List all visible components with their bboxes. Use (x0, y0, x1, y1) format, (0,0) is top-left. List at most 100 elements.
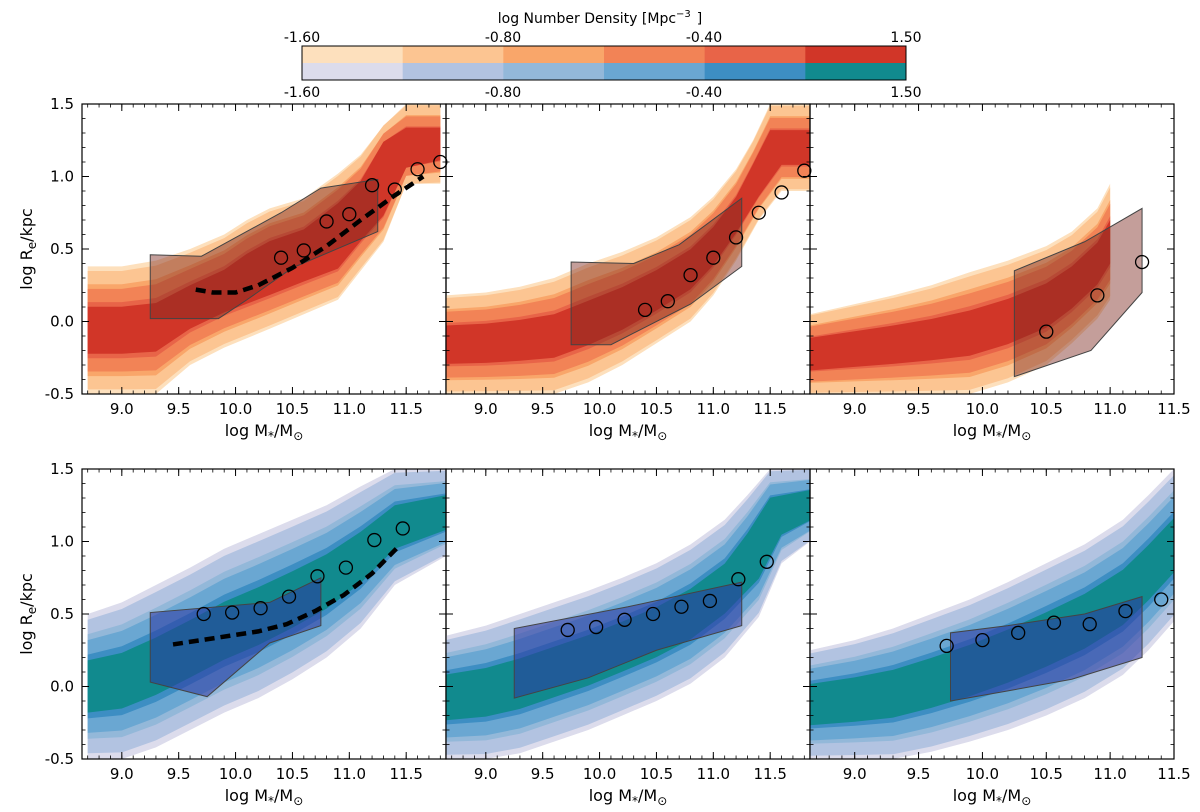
x-tick-label: 9.0 (474, 400, 498, 418)
x-axis-label: log M*/M⊙ (225, 786, 304, 808)
median-point (281, 589, 297, 604)
colorbar-segment (704, 46, 806, 63)
y-tick-label: -0.5 (45, 750, 74, 768)
median-point (395, 521, 410, 536)
x-tick-label: 9.5 (907, 765, 931, 783)
median-point (1039, 324, 1054, 339)
x-tick-label: 11.5 (389, 400, 422, 418)
density-contour-band (446, 117, 810, 378)
x-axis-label: log M*/M⊙ (589, 421, 668, 443)
colorbar-segment (402, 46, 504, 63)
colorbar-top-tick-3: -0.40 (686, 30, 722, 46)
colorbar: log Number Density [Mpc−3] -1.60 -0.80 -… (284, 9, 922, 101)
median-point (1046, 615, 1062, 630)
colorbar-segment (503, 46, 605, 63)
colorbar-segment (604, 63, 706, 80)
median-point (342, 207, 357, 222)
density-contour-band (810, 220, 1111, 371)
colorbar-segment (503, 63, 605, 80)
x-tick-label: 11.5 (1157, 400, 1190, 418)
x-axis-label: log M*/M⊙ (589, 786, 668, 808)
median-point (560, 622, 575, 638)
x-tick-label: 9.5 (907, 400, 931, 418)
x-tick-label: 11.5 (1157, 765, 1190, 783)
x-tick-label: 10.5 (1030, 765, 1063, 783)
x-tick-label: 9.5 (531, 400, 555, 418)
colorbar-title: log Number Density [Mpc−3] (498, 9, 703, 27)
selection-region (149, 576, 322, 698)
colorbar-segment (402, 63, 504, 80)
median-point (706, 250, 721, 265)
y-tick-label: 0.5 (50, 605, 74, 623)
x-tick-label: 9.5 (531, 765, 555, 783)
y-tick-label: 1.5 (50, 95, 74, 113)
median-point (296, 243, 311, 258)
x-tick-label: 11.0 (697, 765, 730, 783)
x-tick-label: 9.5 (167, 765, 191, 783)
x-tick-label: 9.0 (843, 765, 867, 783)
median-point (364, 178, 380, 193)
panel-bottom-middle: 9.0 9.5 10.0 10.5 11.0 11.5 log M*/M⊙ (445, 468, 811, 808)
median-point (1090, 288, 1105, 303)
median-point (731, 572, 746, 587)
selection-region (513, 581, 743, 699)
panel-plot-area (810, 469, 1174, 759)
x-tick-label: 9.0 (843, 400, 867, 418)
colorbar-bottom-tick-2: -0.80 (485, 85, 521, 101)
selection-region (949, 595, 1143, 702)
colorbar-top-tick-2: -0.80 (485, 30, 521, 46)
y-tick-label: 1.0 (50, 533, 74, 551)
panel-top-middle: 9.0 9.5 10.0 10.5 11.0 11.5 log M*/M⊙ (445, 103, 812, 443)
median-point (1134, 254, 1150, 270)
colorbar-segment (805, 63, 907, 80)
x-tick-label: 10.0 (966, 400, 999, 418)
selection-region (570, 197, 743, 346)
median-point (1154, 592, 1169, 607)
median-point (319, 214, 334, 229)
x-tick-label: 10.5 (276, 765, 309, 783)
median-point (589, 619, 604, 635)
y-tick-label: 1.5 (50, 460, 74, 478)
x-tick-label: 9.0 (474, 765, 498, 783)
x-tick-label: 10.5 (1030, 400, 1063, 418)
median-point (660, 294, 675, 309)
colorbar-segment (302, 63, 404, 80)
median-point (702, 593, 718, 609)
x-tick-label: 10.0 (583, 400, 616, 418)
median-point (645, 606, 661, 622)
median-point (759, 554, 774, 569)
colorbar-bottom-tick-4: 1.50 (890, 85, 921, 101)
colorbar-red-strip (302, 46, 907, 63)
density-contour-band (810, 517, 1174, 726)
x-tick-label: 11.0 (333, 765, 366, 783)
x-tick-label: 11.5 (389, 765, 422, 783)
selection-region (149, 178, 379, 320)
median-point (975, 632, 990, 648)
x-tick-label: 11.5 (753, 400, 786, 418)
panel-plot-area (446, 104, 810, 394)
median-point (1011, 625, 1026, 640)
median-point (253, 601, 268, 616)
y-axis-label: log Re/kpc (17, 208, 39, 290)
median-point (273, 250, 289, 265)
x-tick-label: 9.0 (110, 765, 134, 783)
selection-region (1013, 207, 1143, 378)
median-point (387, 182, 402, 197)
y-axis-label: log Re/kpc (17, 573, 39, 655)
colorbar-bottom-tick-1: -1.60 (284, 85, 320, 101)
median-point (637, 302, 653, 318)
median-point (1082, 617, 1097, 632)
median-point (683, 267, 698, 283)
panel-plot-area (87, 104, 441, 394)
median-point (1118, 603, 1133, 619)
x-tick-label: 10.0 (219, 765, 252, 783)
x-tick-label: 9.0 (110, 400, 134, 418)
colorbar-top-tick-4: 1.50 (890, 30, 921, 46)
y-tick-label: 0.5 (50, 240, 74, 258)
x-tick-label: 10.5 (640, 765, 673, 783)
x-axis-label: log M*/M⊙ (225, 421, 304, 443)
median-point (797, 163, 812, 178)
relation-dashed-line (172, 542, 403, 647)
panel-plot-area (87, 469, 446, 759)
panel-top-left: 9.0 9.5 10.0 10.5 11.0 11.5 -0.5 0.0 0.5 1.0 1.5 lo… (17, 95, 448, 443)
